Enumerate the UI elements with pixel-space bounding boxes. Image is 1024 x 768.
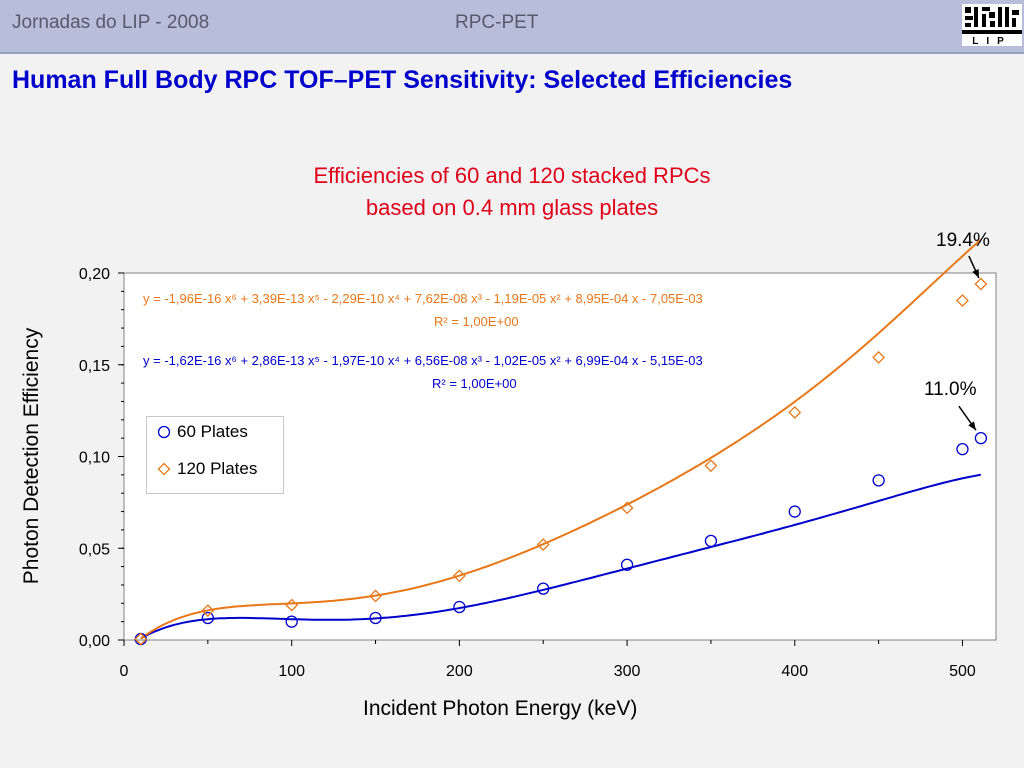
- x-tick-label: 300: [614, 663, 641, 680]
- data-point-120-plates: [872, 350, 886, 364]
- circle-marker-icon: [157, 425, 171, 439]
- data-point-120-plates: [974, 277, 988, 291]
- annotation-blue-end: 11.0%: [924, 379, 977, 400]
- data-point-120-plates: [536, 538, 550, 551]
- conference-label: Jornadas do LIP - 2008: [12, 12, 210, 33]
- annotation-orange-end: 19.4%: [936, 230, 990, 251]
- data-point-120-plates: [788, 406, 802, 419]
- annotation-arrow-orange-head: [972, 269, 979, 279]
- slide-title: Human Full Body RPC TOF–PET Sensitivity:…: [12, 66, 793, 94]
- chart-title: Efficiencies of 60 and 120 stacked RPCs …: [262, 160, 762, 224]
- data-point-60-plates: [537, 582, 550, 595]
- data-point-120-plates: [201, 604, 215, 618]
- y-tick-label: 0,00: [79, 633, 110, 650]
- x-tick-label: 100: [278, 663, 305, 680]
- data-point-120-plates: [285, 598, 299, 612]
- x-tick-label: 200: [446, 663, 473, 680]
- chart-title-line-1: Efficiencies of 60 and 120 stacked RPCs: [313, 163, 711, 188]
- x-tick-label: 500: [949, 663, 976, 680]
- y-tick-label: 0,15: [79, 358, 110, 375]
- x-axis-title: Incident Photon Energy (keV): [363, 697, 638, 720]
- chart-legend: 60 Plates 120 Plates: [146, 416, 284, 494]
- data-point-60-plates: [704, 534, 718, 548]
- data-point-60-plates: [788, 505, 801, 518]
- data-point-60-plates: [872, 474, 885, 487]
- legend-item-120-plates: 120 Plates: [157, 458, 257, 480]
- data-point-60-plates: [956, 443, 969, 456]
- orange-r2: R² = 1,00E+00: [434, 314, 519, 329]
- blue-fit-equation: y = -1,62E-16 x⁶ + 2,86E-13 x⁵ - 1,97E-1…: [143, 353, 703, 368]
- data-point-60-plates: [974, 431, 988, 445]
- data-point-120-plates: [134, 632, 148, 646]
- chart-title-line-2: based on 0.4 mm glass plates: [365, 195, 659, 220]
- data-point-120-plates: [620, 501, 634, 515]
- orange-fit-equation: y = -1,96E-16 x⁶ + 3,39E-13 x⁵ - 2,29E-1…: [143, 291, 703, 306]
- fit-curve-60-plates: [140, 473, 982, 640]
- data-point-60-plates: [285, 615, 298, 628]
- x-tick-label: 400: [781, 663, 808, 680]
- logo-text: LIP: [972, 36, 1012, 46]
- y-tick-label: 0,20: [79, 266, 110, 283]
- data-point-120-plates: [369, 589, 382, 603]
- data-point-120-plates: [452, 569, 466, 583]
- topic-label: RPC-PET: [455, 12, 539, 33]
- x-tick-label: 0: [120, 663, 129, 680]
- data-point-120-plates: [956, 294, 969, 307]
- legend-label-60-plates: 60 Plates: [177, 422, 248, 441]
- blue-r2: R² = 1,00E+00: [432, 376, 517, 391]
- legend-label-120-plates: 120 Plates: [177, 459, 258, 478]
- data-point-120-plates: [704, 459, 718, 473]
- data-point-60-plates: [201, 611, 214, 625]
- y-tick-label: 0,10: [79, 450, 110, 467]
- data-point-60-plates: [453, 600, 466, 614]
- annotation-arrow-blue-head: [968, 421, 976, 431]
- y-tick-label: 0,05: [79, 541, 110, 558]
- diamond-marker-icon: [157, 462, 171, 476]
- header-bar: Jornadas do LIP - 2008 RPC-PET LIP: [0, 0, 1024, 54]
- data-point-60-plates: [620, 558, 634, 571]
- y-axis-title: Photon Detection Efficiency: [20, 327, 43, 585]
- lip-logo: LIP: [962, 4, 1022, 46]
- legend-item-60-plates: 60 Plates: [157, 421, 248, 443]
- data-point-60-plates: [369, 611, 382, 625]
- fit-curve-120-plates: [140, 238, 982, 640]
